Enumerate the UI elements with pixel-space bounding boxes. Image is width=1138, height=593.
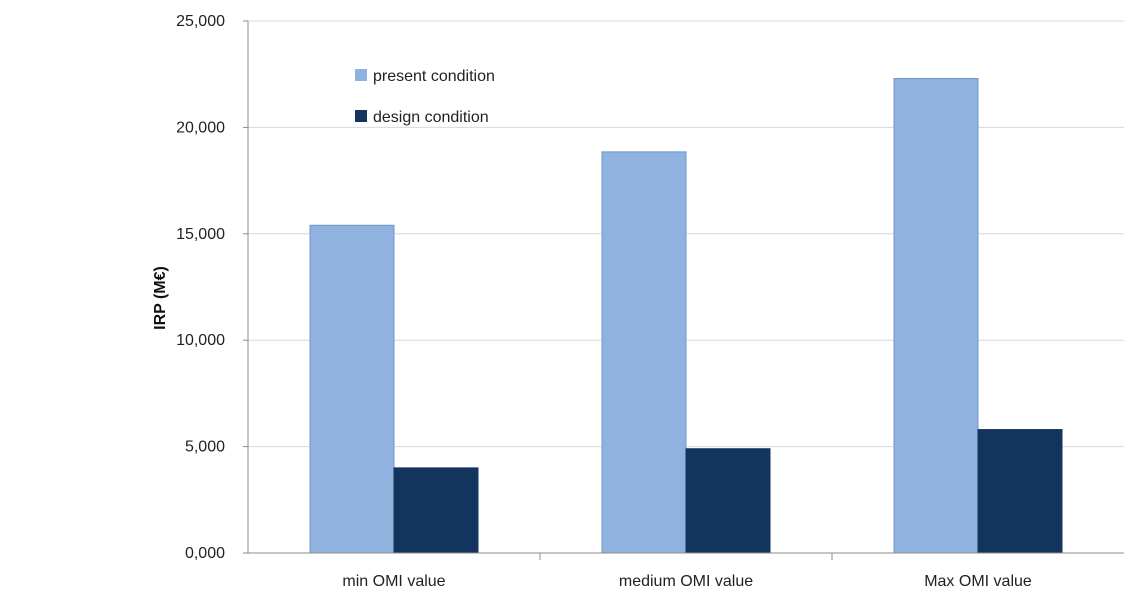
legend: present condition design condition: [355, 68, 495, 126]
y-tick-label: 0,000: [185, 545, 225, 562]
y-tick-labels: 0,000 5,000 10,000 15,000 20,000 25,000: [176, 13, 225, 562]
bar-present-condition-1: [601, 151, 687, 554]
bar-design-condition-0: [393, 467, 479, 554]
x-tick-label: min OMI value: [342, 573, 445, 590]
y-tick-label: 20,000: [176, 119, 225, 136]
bar-design-condition-1: [685, 448, 771, 554]
axes: [247, 21, 1124, 560]
legend-swatch: [355, 69, 367, 81]
bar-present-condition-2: [893, 77, 979, 554]
y-tick-label: 15,000: [176, 226, 225, 243]
x-tick-label: Max OMI value: [924, 573, 1032, 590]
legend-label: design condition: [373, 109, 489, 126]
y-axis-label: IRP (M€): [152, 266, 169, 330]
legend-swatch: [355, 110, 367, 122]
y-tick-label: 10,000: [176, 332, 225, 349]
y-tick-label: 25,000: [176, 13, 225, 30]
x-tick-label: medium OMI value: [619, 573, 753, 590]
y-tick-label: 5,000: [185, 439, 225, 456]
bars: [309, 77, 1063, 554]
bar-design-condition-2: [977, 429, 1063, 554]
x-tick-labels: min OMI value medium OMI value Max OMI val…: [342, 573, 1031, 590]
legend-label: present condition: [373, 68, 495, 85]
bar-present-condition-0: [309, 224, 395, 554]
